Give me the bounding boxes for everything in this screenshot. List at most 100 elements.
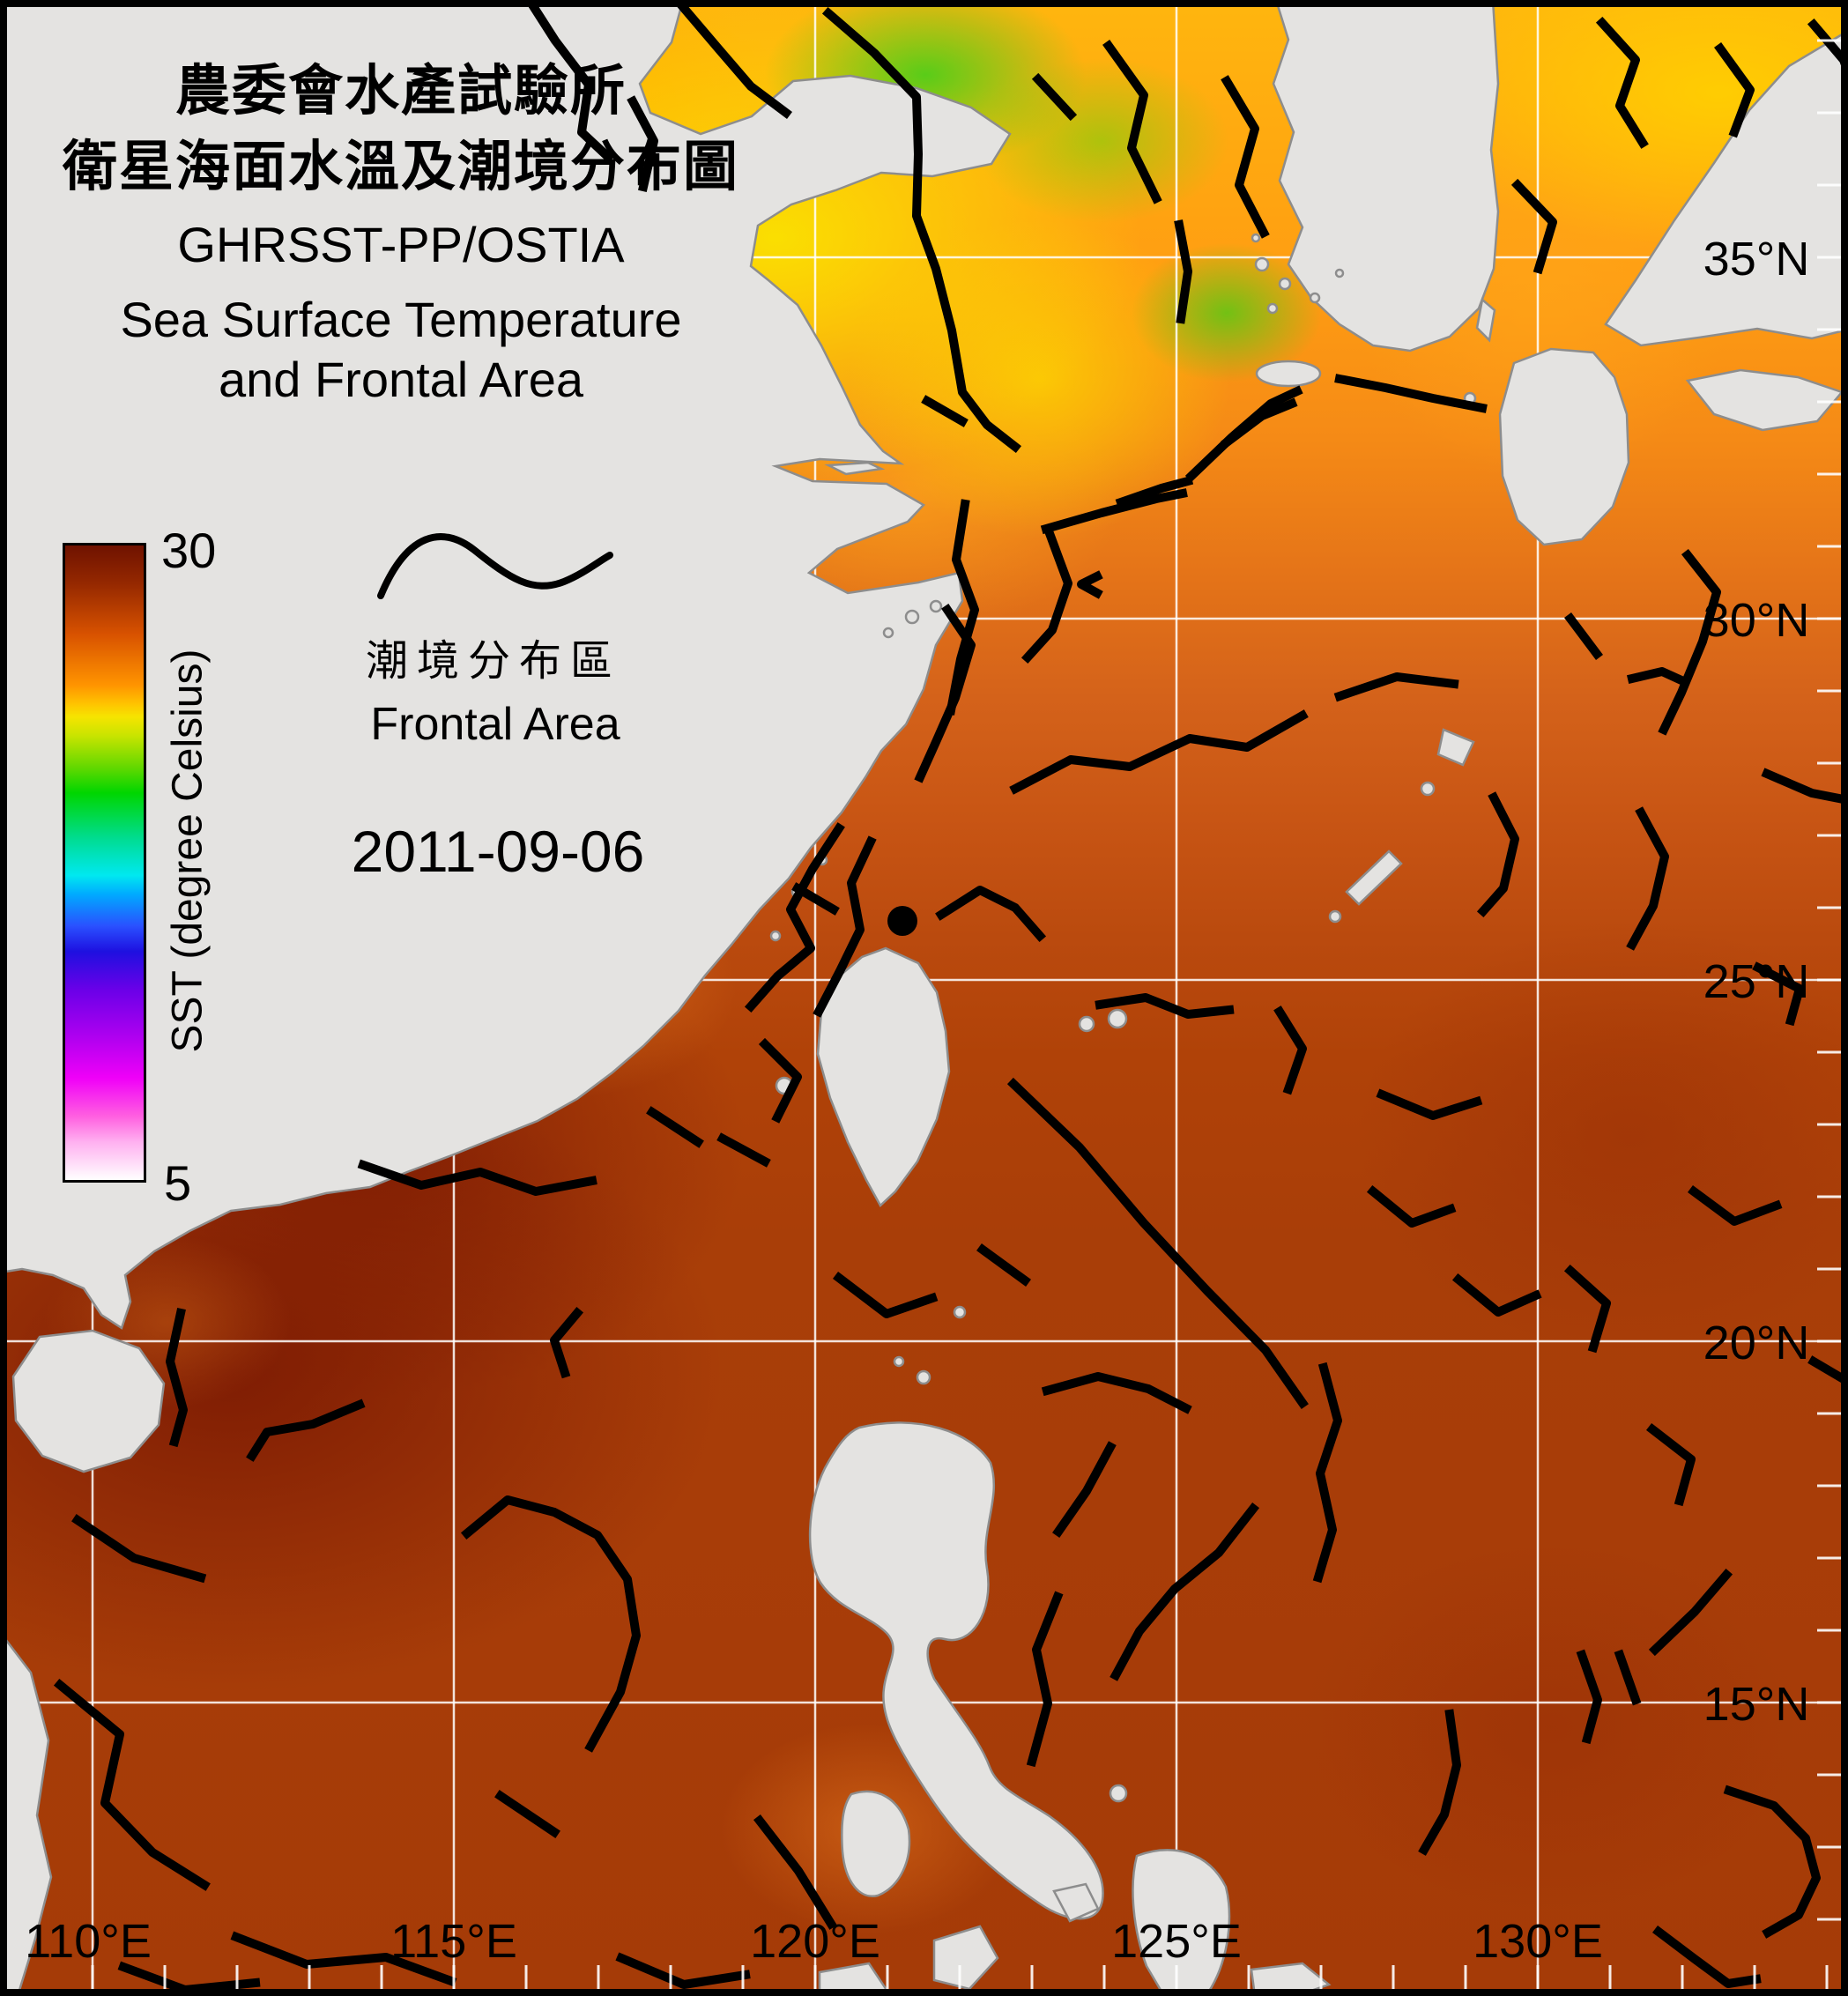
legend-label-zh: 潮境分布區 bbox=[365, 638, 621, 685]
lat-label-25n: 25°N bbox=[1703, 955, 1810, 1008]
frontal-line bbox=[1102, 40, 1162, 204]
lat-label-15n: 15°N bbox=[1703, 1678, 1810, 1731]
org-name: 農委會水產試驗所 bbox=[174, 61, 627, 122]
frontal-line bbox=[1095, 993, 1235, 1019]
land-masbate bbox=[1052, 1882, 1100, 1923]
date-label: 2011-09-06 bbox=[351, 819, 645, 884]
land-island bbox=[953, 1305, 967, 1319]
sst-colorbar bbox=[63, 543, 146, 1183]
frontal-line bbox=[460, 1495, 641, 1753]
frontal-line bbox=[1334, 374, 1488, 413]
frontal-line bbox=[976, 1243, 1031, 1287]
map-title-en-2: and Frontal Area bbox=[218, 352, 584, 407]
frontal-line bbox=[1595, 16, 1649, 149]
legend-label-en: Frontal Area bbox=[370, 699, 620, 750]
lat-label-30n: 30°N bbox=[1703, 594, 1810, 647]
frontal-line bbox=[615, 1952, 751, 1989]
frontal-line bbox=[1576, 1649, 1602, 1745]
frontal-line bbox=[1110, 1502, 1260, 1681]
frontal-lines-layer bbox=[53, 0, 1848, 1994]
lat-label-35n: 35°N bbox=[1703, 233, 1810, 286]
frontal-line bbox=[744, 822, 845, 1013]
map-title-en-1: Sea Surface Temperature bbox=[120, 292, 682, 347]
lon-label-110e: 110°E bbox=[25, 1915, 152, 1968]
frontal-line bbox=[1221, 397, 1298, 449]
land-island bbox=[1309, 292, 1321, 304]
lat-label-20n: 20°N bbox=[1703, 1317, 1810, 1369]
frontal-line bbox=[1658, 548, 1721, 736]
frontal-line bbox=[550, 1306, 584, 1379]
land-island bbox=[882, 627, 894, 639]
land-island bbox=[1254, 256, 1270, 272]
lon-label-120e: 120°E bbox=[750, 1915, 880, 1968]
frontal-line bbox=[166, 1308, 188, 1448]
frontal-line bbox=[1273, 1005, 1307, 1095]
land-chongming-island bbox=[824, 461, 886, 476]
land-island bbox=[769, 930, 782, 942]
frontal-line bbox=[523, 0, 615, 164]
frontal-line bbox=[1376, 1088, 1483, 1120]
frontal-line bbox=[1752, 961, 1804, 1027]
land-luzon bbox=[808, 1421, 1104, 1920]
land-jeju-island bbox=[1255, 360, 1322, 388]
frontal-line bbox=[1052, 1441, 1117, 1538]
tick-layer bbox=[91, 39, 1841, 1993]
land-okinawa bbox=[1345, 850, 1403, 906]
frontal-line bbox=[1563, 1264, 1611, 1354]
frontal-line bbox=[1564, 612, 1603, 660]
land-island bbox=[893, 1355, 905, 1368]
product-name: GHRSST-PP/OSTIA bbox=[177, 217, 625, 272]
frontal-line bbox=[1026, 1591, 1064, 1768]
map-title-zh: 衛星海面水溫及潮境分布圖 bbox=[62, 137, 739, 197]
frontal-line bbox=[230, 1931, 457, 1987]
frontal-line bbox=[1761, 768, 1848, 805]
lon-label-115e: 115°E bbox=[390, 1915, 517, 1968]
frontal-line-symbol bbox=[377, 533, 613, 599]
land-island bbox=[916, 1369, 931, 1385]
land-kyushu bbox=[1498, 347, 1630, 546]
land-china-mainland bbox=[0, 0, 1012, 1330]
land-honshu bbox=[1604, 29, 1848, 347]
frontal-line bbox=[1614, 1649, 1642, 1706]
frontal-line bbox=[1333, 672, 1459, 702]
land-amami bbox=[1436, 728, 1475, 767]
frontal-line bbox=[1651, 1925, 1762, 1988]
frontal-line bbox=[1040, 488, 1188, 535]
frontal-line bbox=[1476, 791, 1519, 918]
frontal-line bbox=[821, 6, 1022, 454]
colorbar-min-label: 5 bbox=[164, 1155, 192, 1211]
frontal-line bbox=[1009, 709, 1309, 795]
frontal-line bbox=[1077, 570, 1103, 599]
frontal-line bbox=[1031, 72, 1078, 122]
colorbar-axis-label: SST (degree Celsius) bbox=[164, 649, 212, 1053]
land-hainan bbox=[11, 1329, 166, 1473]
frontal-line bbox=[627, 95, 658, 192]
frontal-line bbox=[1510, 178, 1557, 275]
land-shikoku bbox=[1685, 368, 1844, 432]
colorbar-max-label: 30 bbox=[161, 523, 217, 578]
land-island bbox=[1328, 909, 1342, 924]
frontal-line bbox=[246, 1399, 366, 1462]
frontal-line bbox=[1418, 1709, 1461, 1856]
land-island bbox=[1420, 781, 1436, 797]
land-island bbox=[1107, 1008, 1128, 1029]
frontal-line bbox=[1312, 1362, 1342, 1584]
land-island bbox=[1278, 277, 1292, 291]
lon-label-125e: 125°E bbox=[1111, 1915, 1242, 1968]
frontal-line bbox=[1366, 1184, 1457, 1228]
frontal-line bbox=[1626, 806, 1669, 951]
frontal-line bbox=[921, 395, 969, 427]
frontal-line bbox=[758, 1037, 802, 1124]
frontal-line bbox=[1451, 1273, 1542, 1317]
land-island bbox=[1251, 233, 1261, 243]
frontal-line bbox=[716, 1132, 771, 1168]
frontal-line bbox=[1648, 1568, 1733, 1657]
station-dot bbox=[887, 906, 917, 936]
frontal-line bbox=[1115, 475, 1194, 508]
frontal-line bbox=[1626, 667, 1688, 686]
land-korea bbox=[1272, 0, 1500, 352]
land-island bbox=[1334, 268, 1345, 278]
frontal-line bbox=[357, 1159, 597, 1196]
